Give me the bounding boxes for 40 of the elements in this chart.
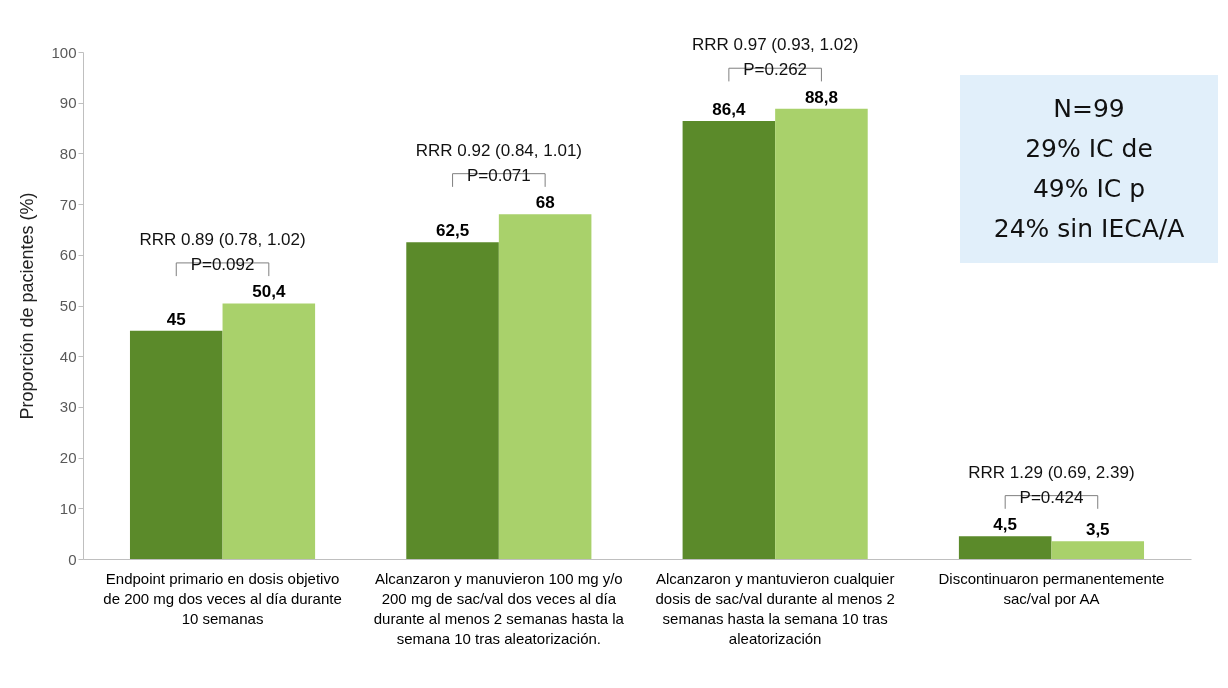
data-label: 45	[166, 309, 186, 329]
data-label: 86,4	[712, 99, 746, 119]
annotation: 24% sin IECA/A	[992, 213, 1186, 245]
bar	[498, 214, 592, 559]
y-tick-label: 50	[59, 297, 77, 314]
data-label: 4,5	[993, 515, 1017, 535]
y-tick-label: 0	[68, 550, 77, 568]
bar	[682, 120, 776, 559]
x-tick-label: Alcanzaron y manuvieron 100 mg y/o 200 mg de sac/val dos veces al día durante al menos 2 semanas hasta la semana 10 tras aleatorización.	[373, 569, 625, 647]
y-tick-label: 30	[59, 398, 77, 416]
bar	[129, 330, 223, 559]
annotation: RRR 1.29 (0.69, 2.39) P=0.424	[968, 462, 1135, 507]
y-tick-label: 10	[59, 499, 77, 517]
annotation: 29% IC de	[1024, 133, 1154, 165]
y-tick-label: 100	[51, 43, 77, 61]
bar	[958, 536, 1052, 559]
bar	[1051, 541, 1145, 559]
annotation: 49% IC p	[1031, 173, 1147, 205]
x-tick-label: Endpoint primario en dosis objetivo de 200 mg dos veces al día durante 10 semanas	[103, 569, 342, 627]
y-tick-label: 80	[59, 144, 77, 162]
annotation: RRR 0.89 (0.78, 1.02) P=0.092	[139, 229, 306, 274]
data-label: 50,4	[252, 282, 286, 302]
data-label: 62,5	[436, 221, 470, 241]
y-tick-label: 20	[59, 449, 77, 467]
bar	[406, 242, 499, 559]
annotation: N=99	[1052, 93, 1126, 125]
x-tick-label: Discontinuaron permanentemente sac/val por AA	[938, 569, 1165, 607]
annotation: RRR 0.92 (0.84, 1.01) P=0.071	[415, 140, 582, 185]
data-label: 88,8	[804, 87, 838, 107]
annotation: RRR 0.97 (0.93, 1.02) P=0.262	[692, 35, 859, 80]
x-tick-label: Alcanzaron y mantuvieron cualquier dosis de sac/val durante al menos 2 semanas hasta la semana 10 tras aleatorización	[655, 569, 895, 647]
data-label: 68	[535, 193, 555, 213]
y-tick-label: 40	[59, 347, 77, 365]
y-tick-label: 90	[59, 94, 77, 112]
data-label: 3,5	[1085, 520, 1110, 540]
bar	[222, 303, 316, 559]
y-tick-label: 70	[59, 195, 77, 213]
bar	[775, 108, 868, 559]
y-axis-title: Proporción de pacientes (%)	[17, 192, 38, 420]
y-tick-label: 60	[59, 246, 77, 264]
